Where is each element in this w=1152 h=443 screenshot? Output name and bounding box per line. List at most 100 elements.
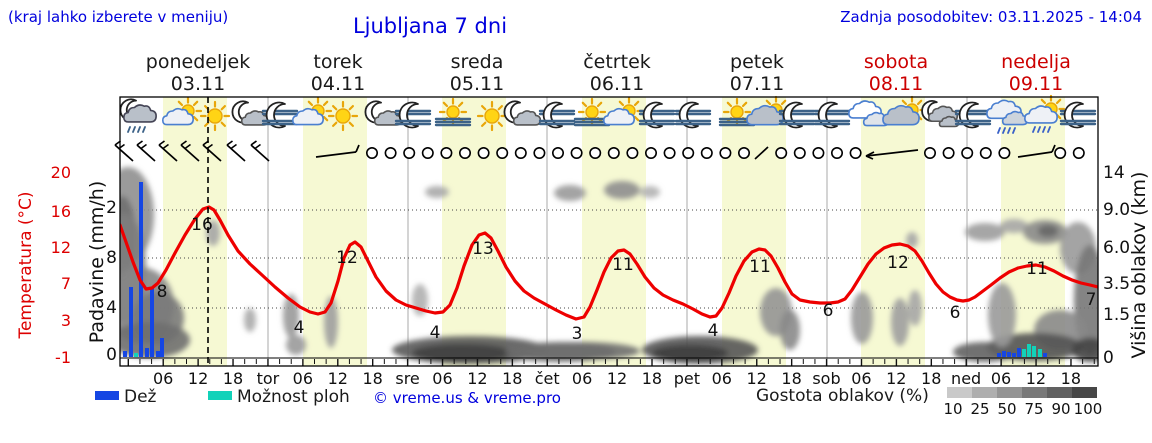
wind-barb-icon [158,140,178,162]
temp-value-label: 11 [749,257,771,277]
cloud-height-tick-label: 0 [1103,348,1114,368]
moon-fog-icon [538,101,576,129]
precip-bar [1027,344,1031,357]
copyright: © vreme.us & vreme.pro [373,389,561,407]
day-date: 07.11 [729,73,785,95]
density-gradient-step [947,387,972,398]
calm-wind-icon [849,147,862,160]
cloud-height-tick-label: 3.5 [1103,274,1131,294]
calm-wind-icon [496,147,509,160]
density-tick-label: 100 [1073,400,1103,418]
temp-value-label: 6 [950,303,961,323]
calm-wind-icon [533,147,546,160]
calm-wind-icon [923,147,936,160]
time-tick-label: 12 [467,369,488,388]
temp-value-label: 6 [823,301,834,321]
day-date: 05.11 [449,73,505,95]
precip-bar [129,287,133,357]
time-tick-label: 06 [711,369,732,388]
sun-cloud-icon [161,96,203,126]
moon-rain-cloud-icon [119,98,157,133]
time-tick-label: 06 [851,369,872,388]
cloud-density-gradient-bar [947,387,1097,398]
wind-barb-icon [250,140,270,162]
precip-bar [139,182,143,357]
clouds-icon [848,100,890,127]
temp-value-label: 4 [430,323,441,343]
temperature-tick-label: 12 [50,238,71,257]
cloud-height-tick-label: 14 [1103,163,1125,183]
cloud-density-legend-label: Gostota oblakov (%) [756,386,929,406]
sun-rain-cloud-icon [1024,94,1066,133]
calm-wind-icon [1054,147,1067,160]
time-tick-label: 18 [781,369,802,388]
calm-wind-icon [403,147,416,160]
time-tick-label: 12 [606,369,628,388]
sun-cloud-icon [291,96,333,126]
precipitation-bars [123,182,1047,357]
temp-value-label: 4 [294,318,305,338]
wind-barb-icon [114,140,134,162]
precipitation-tick-label: 4 [106,298,117,318]
gridlines [120,209,1098,309]
time-tick-label: 18 [921,369,942,388]
density-tick-label: 75 [1024,400,1044,418]
temperature-tick-label: 16 [50,202,71,221]
page-title: Ljubljana 7 dni [352,14,508,38]
moon-clouds-icon [921,100,960,128]
time-tick-label: 06 [432,369,453,388]
time-tick-label: 18 [502,369,523,388]
time-tick-label: sob [812,369,841,388]
calm-wind-icon [514,147,527,160]
day-name: petek [730,51,784,73]
density-gradient-step [997,387,1022,398]
calm-wind-icon [440,147,453,160]
precip-bar [1012,353,1016,357]
precip-bar [1017,348,1021,357]
calm-wind-icon [477,147,490,160]
precip-bar [123,351,127,357]
density-gradient-step [1047,387,1072,398]
temp-value-label: 8 [157,282,168,302]
cloud-height-tick-label: 1.5 [1103,305,1131,325]
precip-bar [1043,353,1047,357]
moon-fog-icon [638,101,676,129]
time-tick-label: tor [256,369,280,388]
time-tick-label: 18 [641,369,663,388]
density-gradient-step [1022,387,1047,398]
temperature-tick-label: 7 [60,274,71,293]
day-name: četrtek [583,51,651,73]
wind-arrow-icon [865,149,919,157]
moon-fog-icon [674,101,712,129]
calm-wind-icon [682,147,695,160]
temperature-tick-label: 3 [60,311,71,330]
density-gradient-step [972,387,997,398]
time-tick-label: 06 [153,369,174,388]
precip-bar [160,338,164,357]
moon-cloud-icon [231,100,270,126]
cloud-height-tick-label: 9.0 [1103,200,1131,220]
precip-bar [1022,349,1026,357]
cloud-sun-icon [746,95,791,126]
calm-wind-icon [589,147,602,160]
temp-value-label: 7 [1086,290,1097,310]
temperature-curve [120,205,1098,321]
time-tick-label: čet [534,369,560,388]
density-tick-label: 10 [943,400,963,418]
wind-line-icon [315,151,357,158]
temp-value-label: 16 [191,215,213,235]
wind-line-icon [754,146,769,160]
wind-barb-icon [136,140,156,162]
weather-icons-row [119,94,1097,134]
wind-line-icon [1017,151,1053,158]
density-gradient-step [1072,387,1097,398]
calm-wind-icon [570,147,583,160]
temp-value-label: 12 [887,253,909,273]
time-tick-label: 06 [571,369,593,388]
calm-wind-icon [775,147,788,160]
moon-fog-icon [394,101,432,129]
time-tick-label: ned [951,369,982,388]
time-tick-label: 06 [990,369,1012,388]
precip-bar [150,287,154,357]
day-date: 04.11 [310,73,366,95]
